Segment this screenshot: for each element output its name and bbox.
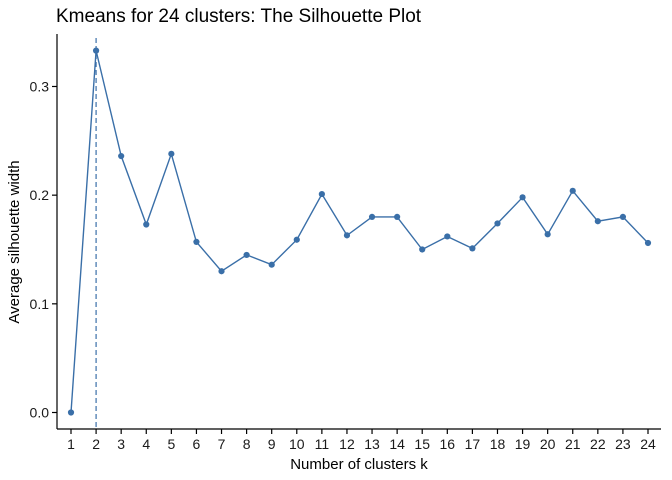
series-line xyxy=(70,50,649,413)
x-tick-label: 12 xyxy=(339,436,355,452)
data-point xyxy=(469,245,476,252)
y-tick-label: 0.1 xyxy=(30,296,50,312)
x-tick-label: 7 xyxy=(218,436,226,452)
x-tick-label: 13 xyxy=(364,436,380,452)
x-tick-label: 2 xyxy=(92,436,100,452)
x-tick-label: 24 xyxy=(640,436,656,452)
data-point xyxy=(569,187,576,194)
x-tick-label: 16 xyxy=(440,436,456,452)
x-tick-label: 21 xyxy=(565,436,581,452)
data-point xyxy=(318,190,325,198)
x-tick-label: 19 xyxy=(515,436,531,452)
x-tick-label: 1 xyxy=(67,436,75,452)
x-tick-label: 23 xyxy=(615,436,631,452)
data-point xyxy=(92,47,100,54)
data-point xyxy=(143,221,150,228)
data-point xyxy=(118,152,125,160)
y-tick-label: 0.0 xyxy=(30,405,50,421)
data-point xyxy=(293,236,300,243)
x-tick-label: 22 xyxy=(590,436,606,452)
data-point xyxy=(343,232,351,239)
data-point xyxy=(419,246,426,253)
data-point xyxy=(519,194,526,201)
x-tick-label: 20 xyxy=(540,436,556,452)
data-point xyxy=(544,231,551,238)
x-tick-label: 5 xyxy=(167,436,175,452)
data-point xyxy=(67,409,75,416)
data-point xyxy=(268,261,275,268)
y-axis-title: Average silhouette width xyxy=(6,160,23,323)
data-point xyxy=(218,268,225,275)
x-tick-label: 6 xyxy=(193,436,201,452)
data-point xyxy=(368,213,376,220)
data-point xyxy=(394,213,401,220)
chart-title: Kmeans for 24 clusters: The Silhouette P… xyxy=(56,6,422,27)
x-tick-label: 15 xyxy=(414,436,430,452)
data-point xyxy=(494,220,501,227)
x-tick-label: 18 xyxy=(490,436,506,452)
x-tick-label: 9 xyxy=(268,436,276,452)
x-tick-label: 11 xyxy=(315,436,330,452)
x-axis-title: Number of clusters k xyxy=(290,456,428,473)
data-point xyxy=(619,213,627,220)
data-point xyxy=(644,239,652,247)
data-point xyxy=(168,150,175,157)
x-tick-label: 3 xyxy=(117,436,125,452)
data-point xyxy=(594,218,601,225)
y-tick-label: 0.3 xyxy=(30,78,50,94)
x-tick-label: 8 xyxy=(243,436,251,452)
data-point xyxy=(193,238,200,245)
y-tick-label: 0.2 xyxy=(30,187,50,203)
x-tick-label: 17 xyxy=(465,436,481,452)
data-point xyxy=(444,233,451,240)
x-tick-label: 4 xyxy=(142,436,150,452)
x-tick-label: 10 xyxy=(289,436,305,452)
x-tick-label: 14 xyxy=(389,436,405,452)
data-point xyxy=(243,251,250,259)
